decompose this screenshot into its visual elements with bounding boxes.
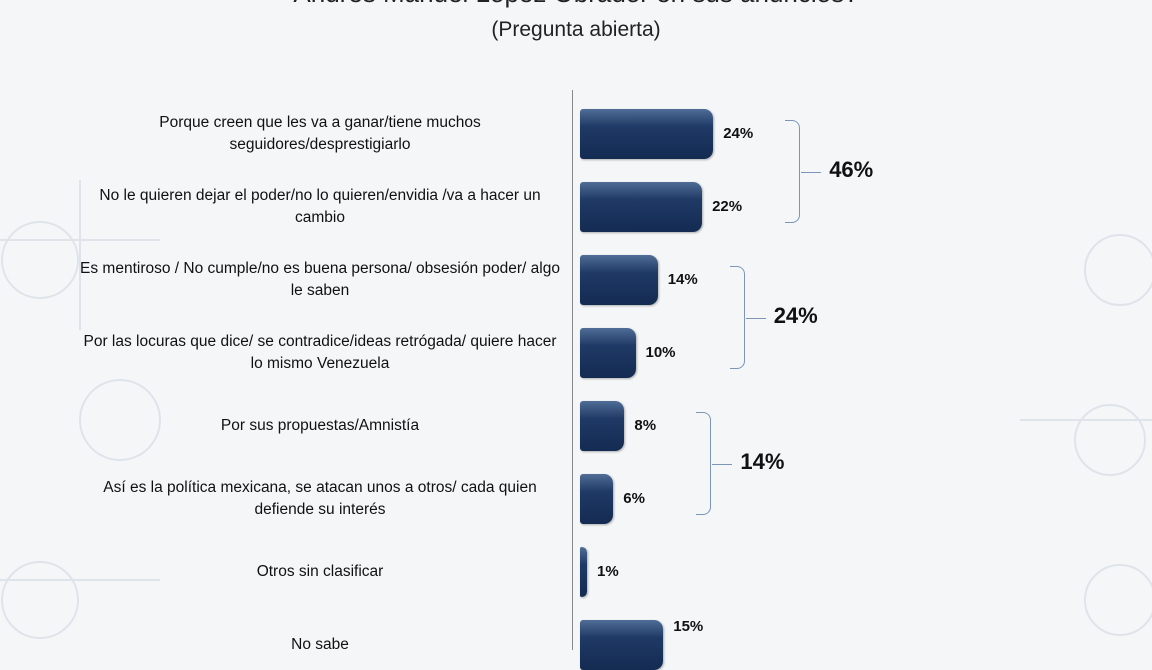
- bar: [580, 620, 664, 670]
- chart-subtitle: (Pregunta abierta): [491, 18, 661, 41]
- data-label: 14%: [667, 271, 698, 288]
- group-bracket: [785, 120, 822, 223]
- bar: [580, 182, 703, 232]
- category-label: No le quieren dejar el poder/no lo quier…: [99, 187, 541, 226]
- bar: [580, 109, 714, 159]
- category-label: Es mentiroso / No cumple/no es buena per…: [80, 260, 560, 299]
- bar: [580, 474, 614, 524]
- category-axis: [572, 90, 573, 650]
- data-label: 8%: [634, 417, 657, 434]
- category-label: Así es la política mexicana, se atacan u…: [103, 479, 537, 518]
- bar: [580, 547, 587, 597]
- category-label: Por las locuras que dice/ se contradice/…: [83, 333, 557, 372]
- group-total-label: 46%: [829, 156, 874, 182]
- group-total-label: 24%: [773, 302, 818, 328]
- parametria-watermark: [0, 180, 1152, 639]
- data-label: 6%: [623, 490, 645, 507]
- group-total-label: 14%: [740, 448, 785, 474]
- bar: [580, 255, 658, 305]
- data-label: 10%: [645, 344, 676, 361]
- data-label: 22%: [712, 198, 743, 215]
- bar: [580, 328, 636, 378]
- data-label: 15%: [673, 618, 704, 635]
- bar: [580, 401, 625, 451]
- group-bracket: [729, 266, 766, 369]
- chart-title: Andrés Manuel López Obrador en sus anunc…: [0, 0, 1152, 9]
- category-label: Por sus propuestas/Amnistía: [220, 417, 420, 434]
- data-label: 24%: [723, 125, 754, 142]
- category-label: Porque creen que les va a ganar/tiene mu…: [159, 114, 481, 153]
- group-bracket: [696, 412, 733, 515]
- data-label: 1%: [597, 563, 619, 580]
- category-label: Otros sin clasificar: [256, 563, 384, 580]
- category-label: No sabe: [291, 636, 349, 653]
